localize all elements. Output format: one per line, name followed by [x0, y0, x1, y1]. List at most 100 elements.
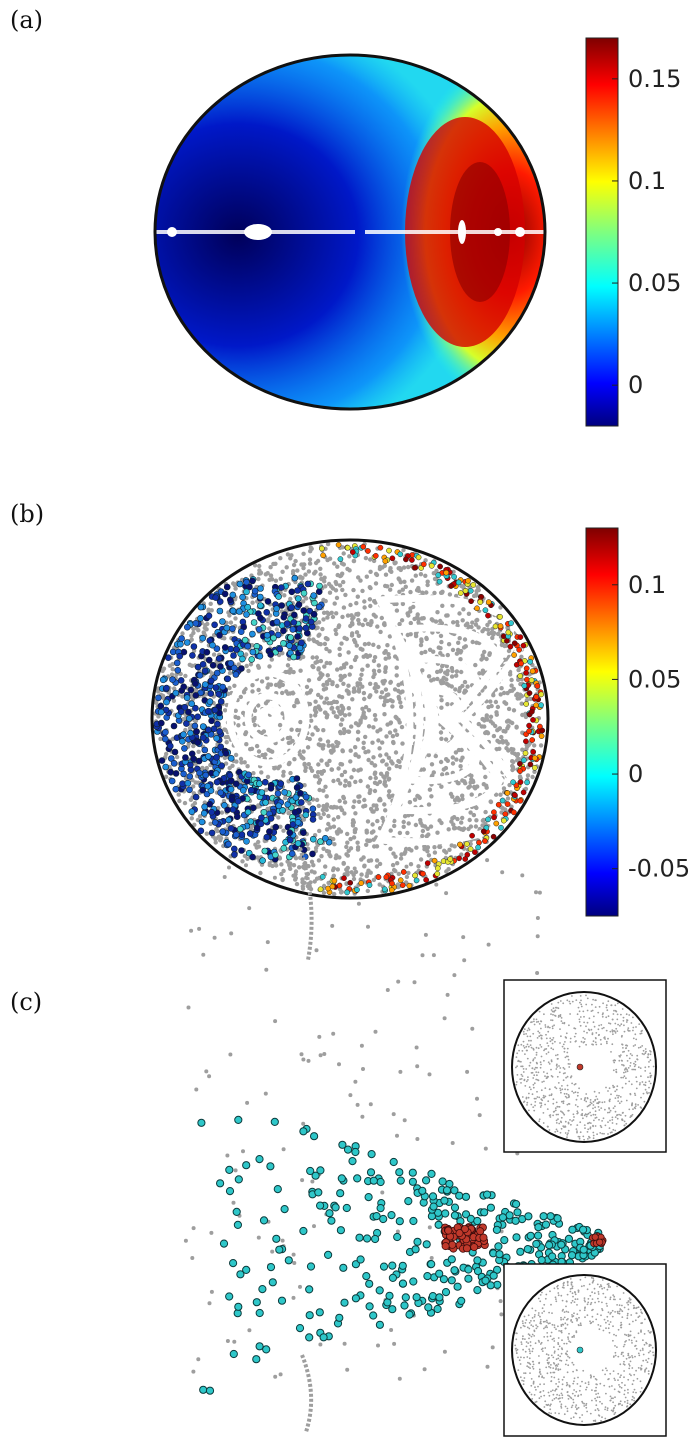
- b-edge-point: [482, 607, 489, 614]
- c-cyan-point: [523, 1245, 532, 1254]
- b-color-point: [199, 634, 206, 642]
- inset-gray-point: [579, 1131, 582, 1134]
- b-edge-point: [476, 839, 482, 846]
- b-gray-point: [399, 724, 405, 730]
- b-gray-point: [369, 620, 374, 625]
- b-gray-point: [378, 695, 383, 700]
- b-gray-point: [469, 624, 474, 630]
- b-color-point: [187, 686, 195, 694]
- inset-gray-point: [539, 1106, 542, 1108]
- b-gray-point: [363, 617, 368, 623]
- b-gray-point: [380, 758, 386, 763]
- inset-gray-point: [549, 1040, 552, 1043]
- inset-gray-point: [581, 1109, 584, 1111]
- b-gray-point: [383, 665, 388, 670]
- b-gray-point: [337, 646, 342, 652]
- c-cyan-point: [424, 1303, 433, 1312]
- b-gray-point: [428, 824, 434, 829]
- b-gray-point: [368, 569, 373, 574]
- b-gray-point: [348, 836, 353, 842]
- b-gray-point: [387, 766, 392, 771]
- b-edge-point: [523, 670, 529, 676]
- c-cyan-point: [305, 1285, 314, 1294]
- b-gray-point: [370, 740, 375, 745]
- c-gray-point: [267, 861, 272, 866]
- b-color-point: [180, 770, 187, 778]
- b-gray-point: [361, 690, 367, 696]
- c-cyan-point: [401, 1293, 410, 1302]
- b-gray-point: [300, 886, 306, 891]
- c-cyan-point: [483, 1190, 492, 1199]
- inset-gray-point: [515, 1056, 518, 1058]
- inset-gray-point: [560, 1100, 563, 1103]
- inset-gray-point: [533, 1020, 535, 1023]
- b-gray-point: [400, 689, 405, 694]
- c-cyan-point: [270, 1117, 279, 1127]
- b-gray-point: [384, 762, 389, 767]
- c-red-point: [441, 1242, 450, 1251]
- inset-gray-point: [544, 1103, 546, 1106]
- b-gray-point: [420, 828, 426, 834]
- b-gray-point: [391, 851, 396, 856]
- inset-gray-point: [563, 1047, 566, 1050]
- inset-gray-point: [556, 1053, 559, 1056]
- inset-gray-point: [609, 1109, 612, 1112]
- inset-gray-point: [578, 1010, 581, 1013]
- b-gray-point: [345, 831, 350, 837]
- b-gray-point: [222, 708, 228, 713]
- b-color-point: [250, 804, 257, 812]
- b-gray-point: [324, 680, 330, 685]
- inset-gray-point: [566, 1051, 569, 1054]
- inset-gray-point: [580, 1005, 583, 1008]
- b-gray-point: [316, 620, 322, 625]
- inset-gray-point: [564, 1120, 567, 1123]
- inset-gray-point: [529, 1044, 532, 1046]
- inset-gray-point: [594, 1125, 597, 1127]
- inset-gray-point: [592, 1124, 594, 1127]
- inset-gray-point: [559, 1014, 562, 1016]
- b-gray-point: [388, 680, 393, 685]
- b-edge-point: [538, 733, 545, 739]
- b-gray-point: [390, 699, 395, 704]
- b-gray-point: [376, 663, 381, 668]
- inset-gray-point: [536, 1074, 538, 1077]
- b-color-point: [185, 715, 193, 722]
- b-color-point: [229, 591, 237, 599]
- b-gray-point: [280, 690, 285, 696]
- b-gray-point: [438, 679, 443, 684]
- b-color-point: [263, 608, 271, 616]
- b-gray-point: [463, 623, 469, 628]
- b-gray-point: [509, 677, 514, 683]
- b-color-point: [275, 593, 282, 600]
- b-color-point: [273, 618, 281, 626]
- b-gray-point: [250, 689, 255, 694]
- inset-gray-point: [563, 1092, 566, 1095]
- b-gray-point: [316, 641, 322, 646]
- inset-gray-point: [534, 1057, 536, 1059]
- inset-gray-point: [526, 1035, 529, 1038]
- b-gray-point: [525, 744, 530, 749]
- b-gray-point: [459, 747, 464, 753]
- b-color-point: [178, 635, 185, 642]
- b-edge-point: [517, 768, 523, 774]
- b-gray-point: [488, 714, 494, 719]
- b-color-point: [203, 648, 211, 656]
- inset-gray-point: [652, 1065, 655, 1068]
- b-gray-point: [387, 730, 393, 735]
- b-gray-point: [240, 859, 245, 864]
- c-gray-point: [404, 864, 409, 869]
- inset-gray-point: [560, 1116, 563, 1119]
- c-cyan-point: [199, 1385, 208, 1394]
- inset-gray-point: [566, 1133, 569, 1136]
- b-edge-point: [521, 682, 528, 689]
- inset-gray-point: [579, 995, 582, 997]
- inset-gray-point: [637, 1066, 640, 1069]
- inset-gray-point: [541, 1099, 544, 1102]
- b-edge-point: [462, 587, 469, 594]
- b-gray-point: [350, 616, 355, 622]
- inset-gray-point: [626, 1060, 629, 1062]
- b-gray-point: [316, 762, 321, 767]
- b-gray-point: [495, 631, 501, 637]
- inset-gray-point: [612, 1128, 615, 1131]
- inset-gray-point: [614, 1116, 617, 1118]
